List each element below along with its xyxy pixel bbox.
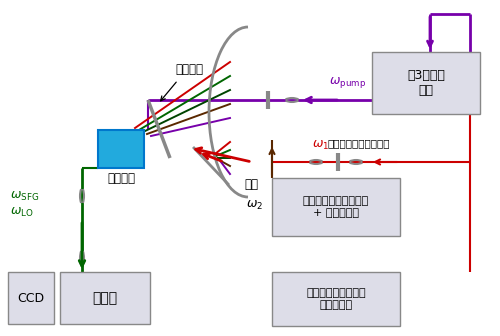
Text: 分光器: 分光器 [92,291,118,305]
Text: 光パラメトリック増幅
+ 差周波発生: 光パラメトリック増幅 + 差周波発生 [303,196,369,218]
Bar [372,52,480,114]
Text: $\omega_\mathrm{SFG}$: $\omega_\mathrm{SFG}$ [10,190,39,203]
Text: サンプル: サンプル [107,172,135,185]
Text: チタン・サファイア
再生増幅器: チタン・サファイア 再生増幅器 [306,288,366,310]
Bar [272,178,400,236]
Bar [272,272,400,326]
Text: 水晶: 水晶 [244,178,258,191]
Text: CCD: CCD [18,292,44,304]
Bar [60,272,150,324]
Text: $\omega_2$: $\omega_2$ [246,199,263,212]
Text: 第3高調波
発生: 第3高調波 発生 [407,69,445,97]
Text: $\omega_\mathrm{pump}$: $\omega_\mathrm{pump}$ [330,75,366,90]
Text: $\omega_\mathrm{LO}$: $\omega_\mathrm{LO}$ [10,205,34,218]
Bar [8,272,54,324]
Text: シリカ板: シリカ板 [175,63,203,76]
Text: $\omega_1$: $\omega_1$ [312,139,329,152]
Bar [98,130,144,168]
Text: バンドパスフィルター: バンドパスフィルター [328,138,390,148]
